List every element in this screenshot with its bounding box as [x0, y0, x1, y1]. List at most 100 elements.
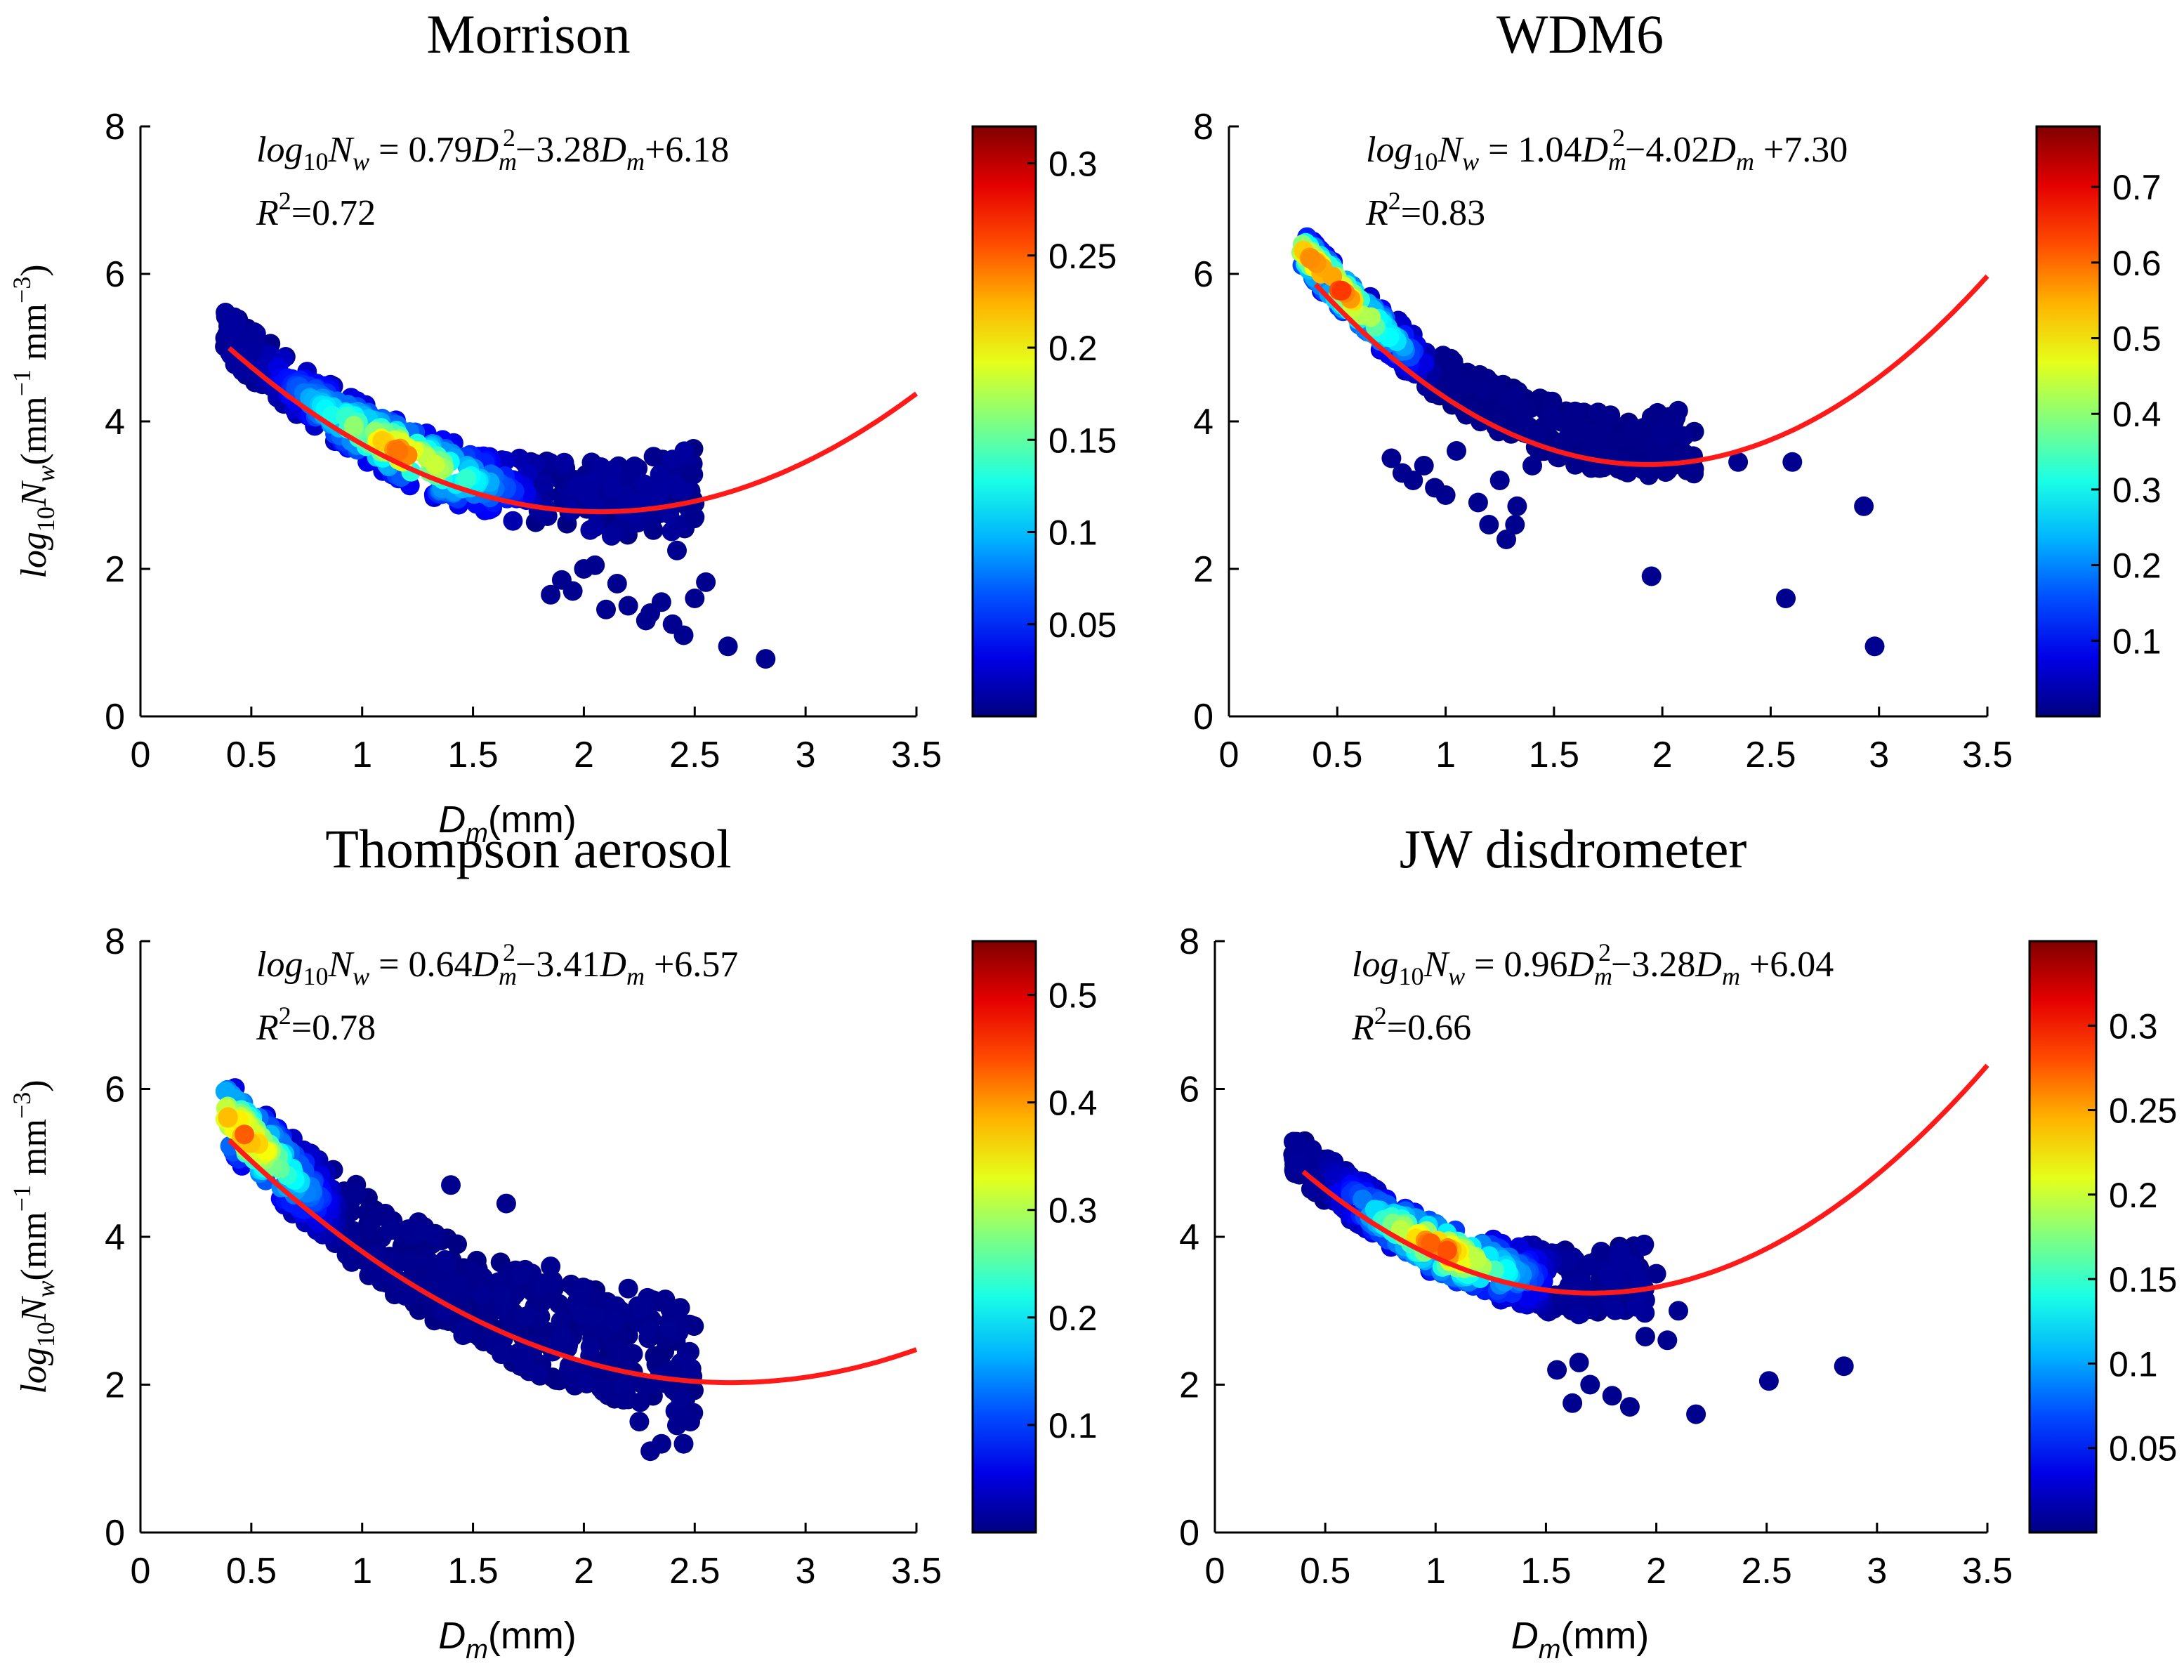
- scatter-point: [584, 498, 604, 518]
- scatter-point: [718, 636, 738, 657]
- y-tick-label: 4: [1179, 1217, 1199, 1258]
- x-tick-label: 2: [574, 735, 594, 775]
- fit-equation: log10Nw = 0.64Dm2​−3.41Dm​ +6.57: [256, 938, 738, 990]
- scatter-point: [1403, 471, 1423, 490]
- scatter-point: [540, 452, 560, 473]
- scatter-point: [1421, 1233, 1441, 1254]
- scatter-point: [1504, 384, 1525, 405]
- x-tick-label: 3: [1869, 735, 1889, 775]
- colorbar-tick-label: 0.2: [2112, 546, 2162, 586]
- scatter-points: [1291, 227, 1885, 657]
- x-tick-label: 3.5: [1962, 735, 2013, 775]
- y-tick-label: 2: [1179, 1365, 1199, 1406]
- colorbar-tick-label: 0.2: [1048, 1299, 1098, 1338]
- scatter-point: [1565, 454, 1586, 475]
- x-tick-label: 0.5: [226, 735, 277, 775]
- scatter-point: [1669, 1301, 1688, 1321]
- y-tick-label: 6: [105, 1070, 125, 1110]
- scatter-point: [515, 1306, 535, 1327]
- chart-title: WDM6: [1496, 4, 1664, 65]
- scatter-point: [1437, 1240, 1457, 1261]
- scatter-point: [662, 1360, 683, 1380]
- scatter-point: [696, 572, 716, 592]
- scatter-point: [246, 324, 266, 344]
- scatter-point: [1641, 566, 1662, 586]
- x-tick-label: 1: [352, 735, 372, 775]
- fit-equation: log10Nw = 1.04Dm2​−4.02Dm​ +7.30: [1366, 124, 1848, 176]
- fit-equation: log10Nw = 0.96Dm2​−3.28Dm​ +6.04: [1352, 938, 1834, 990]
- scatter-point: [1611, 1241, 1631, 1261]
- scatter-point: [527, 1363, 548, 1384]
- scatter-point: [618, 596, 638, 616]
- scatter-point: [343, 416, 364, 436]
- scatter-point: [668, 1299, 688, 1320]
- scatter-point: [1617, 462, 1638, 483]
- scatter-point: [1581, 426, 1601, 447]
- scatter-point: [1331, 280, 1352, 301]
- x-tick-label: 2: [574, 1551, 594, 1592]
- scatter-point: [235, 1124, 255, 1145]
- scatter-point: [1580, 1374, 1600, 1395]
- scatter-point: [551, 1327, 571, 1347]
- scatter-point: [580, 1337, 600, 1357]
- x-tick-label: 0: [1219, 735, 1239, 775]
- x-tick-label: 2.5: [1742, 1551, 1792, 1592]
- scatter-point: [1435, 485, 1456, 505]
- scatter-point: [1542, 391, 1563, 412]
- scatter-point: [618, 1278, 638, 1299]
- scatter-point: [441, 1175, 461, 1195]
- scatter-point: [1381, 448, 1402, 468]
- scatter-point: [1454, 373, 1475, 393]
- scatter-point: [607, 1341, 627, 1362]
- colorbar-tick-label: 0.05: [1048, 605, 1117, 645]
- scatter-point: [638, 1320, 659, 1340]
- scatter-point: [605, 1311, 625, 1331]
- y-tick-label: 0: [1193, 697, 1213, 737]
- scatter-point: [603, 460, 622, 480]
- colorbar-tick-label: 0.6: [2112, 244, 2162, 283]
- colorbar-tick-label: 0.7: [2112, 168, 2162, 207]
- colorbar-tick-label: 0.5: [2112, 320, 2162, 359]
- scatter-point: [215, 1082, 235, 1101]
- y-tick-label: 2: [105, 549, 125, 590]
- y-tick-label: 0: [105, 1513, 125, 1554]
- chart-title: Thompson aerosol: [325, 818, 731, 879]
- scatter-point: [1518, 1288, 1539, 1308]
- colorbar-tick-label: 0.1: [1048, 513, 1098, 553]
- y-tick-label: 4: [105, 402, 125, 442]
- scatter-point: [1646, 1264, 1666, 1284]
- panel-1: Morrison 0 0.5 1 1.5 2 2.5 3 3.5 0 2 4 6 8 log10Nw = 0…: [8, 4, 1117, 848]
- x-tick-label: 1.5: [447, 735, 498, 775]
- x-tick-label: 0.5: [1312, 735, 1362, 775]
- x-tick-label: 2: [1646, 1551, 1666, 1592]
- scatter-point: [585, 555, 605, 575]
- scatter-point: [685, 507, 705, 527]
- scatter-point: [580, 520, 600, 540]
- scatter-point: [496, 1193, 516, 1214]
- r-squared: R2=0.83: [1365, 187, 1485, 233]
- scatter-point: [756, 649, 776, 669]
- scatter-point: [662, 614, 683, 634]
- scatter-point: [1569, 1352, 1589, 1372]
- scatter-point: [601, 525, 621, 546]
- scatter-point: [680, 463, 700, 483]
- colorbar: 0.1 0.2 0.3 0.4 0.5 0.6 0.7: [2035, 125, 2162, 718]
- x-tick-label: 3: [796, 735, 816, 775]
- colorbar-tick-label: 0.3: [1048, 145, 1098, 184]
- scatter-point: [629, 1412, 650, 1432]
- scatter-point: [671, 1389, 691, 1409]
- y-tick-label: 0: [1179, 1513, 1199, 1554]
- fit-curve: [227, 346, 919, 515]
- r-squared: R2=0.72: [256, 187, 376, 233]
- scatter-point: [1565, 401, 1585, 421]
- scatter-point: [606, 1296, 626, 1316]
- scatter-point: [551, 570, 572, 590]
- colorbar-gradient: [2028, 940, 2098, 1534]
- x-axis-label: Dm(mm): [1511, 1615, 1650, 1665]
- y-axis-label: log10Nw(mm−1 mm−3): [8, 264, 60, 578]
- scatter-point: [1443, 351, 1463, 372]
- scatter-point: [1473, 379, 1493, 400]
- scatter-point: [418, 1250, 438, 1270]
- panel-2: WDM6 0 0.5 1 1.5 2 2.5 3 3.5 0 2 4 6 8 log10Nw = 1.04D…: [1193, 4, 2161, 775]
- x-tick-label: 3.5: [1962, 1551, 2013, 1592]
